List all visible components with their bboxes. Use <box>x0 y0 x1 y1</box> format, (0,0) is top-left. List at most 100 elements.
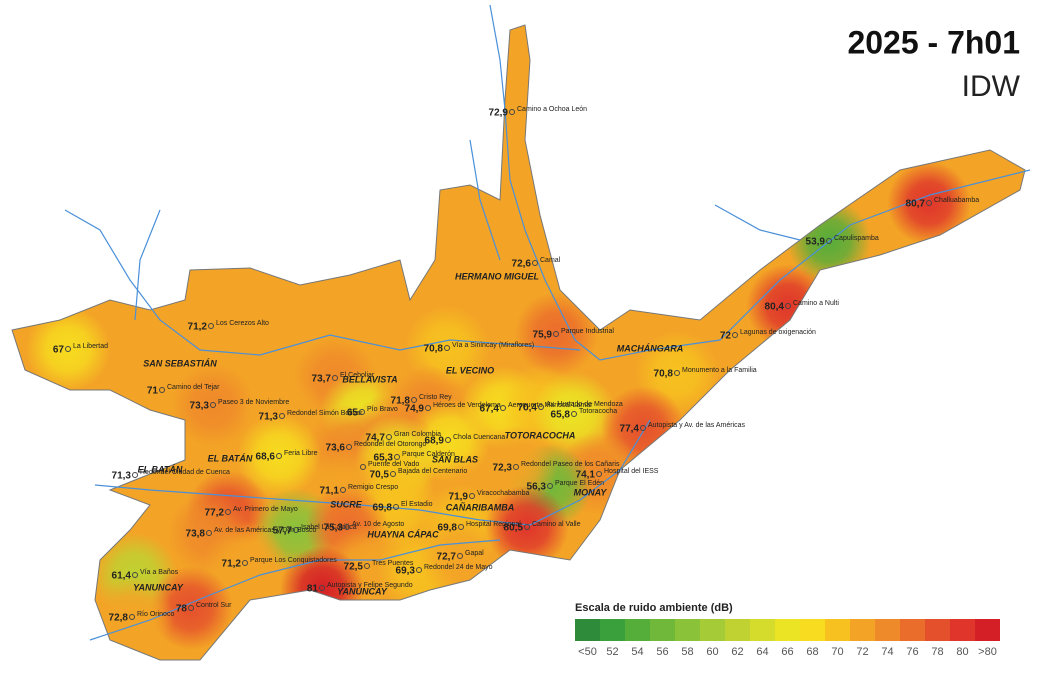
station-name: Totoracocha <box>579 408 617 415</box>
station-value: 77,2 <box>205 508 225 519</box>
station-value: 68,9 <box>425 436 445 447</box>
legend-label: 60 <box>706 646 718 658</box>
station-dot <box>732 332 738 338</box>
station-name: Río Orinoco <box>137 611 174 618</box>
station-value: 72 <box>720 331 732 342</box>
station-name: La Libertad <box>73 343 108 350</box>
station-name: Av. Hurtado de Mendoza <box>546 401 623 408</box>
station-name: Camino a Ochoa León <box>517 106 587 113</box>
station-value: 81 <box>307 584 319 595</box>
station-dot <box>210 402 216 408</box>
station-name: El Ceboliar <box>340 372 375 379</box>
legend-swatch <box>950 619 975 641</box>
station-value: 80,4 <box>765 302 785 313</box>
station-name: Redondel del Otorongo <box>354 441 426 448</box>
station-name: Bajada del Centenario <box>398 468 467 475</box>
legend-swatch <box>575 619 600 641</box>
station-dot <box>332 375 338 381</box>
station-name: Gran Colombia <box>394 431 441 438</box>
parish-name: YANUNCAY <box>337 586 388 596</box>
legend-swatch <box>675 619 700 641</box>
station-dot <box>276 453 282 459</box>
station-name: Challuabamba <box>934 197 979 204</box>
river <box>469 139 501 261</box>
station-dot <box>360 464 366 470</box>
noise-blob <box>514 292 598 376</box>
station-dot <box>457 553 463 559</box>
legend-label: 52 <box>606 646 618 658</box>
station-dot <box>425 405 431 411</box>
station-value: 65,3 <box>374 453 394 464</box>
station-name: El Estadio <box>401 501 433 508</box>
station-value: 68,6 <box>256 452 276 463</box>
station-name: Av. Primero de Mayo <box>233 506 298 513</box>
station-dot <box>208 323 214 329</box>
station-name: Redondel 24 de Mayo <box>424 564 493 571</box>
station-value: 57,7 <box>273 526 293 537</box>
station-dot <box>386 434 392 440</box>
parish-name: SUCRE <box>330 499 363 509</box>
legend-label: <50 <box>578 646 597 658</box>
station-dot <box>159 387 165 393</box>
station-name: Hospital del IESS <box>604 468 659 475</box>
station-value: 74,9 <box>405 404 425 415</box>
station-value: 71,3 <box>112 471 132 482</box>
noise-blob <box>485 485 569 569</box>
subtitle: IDW <box>962 70 1021 103</box>
river <box>714 204 801 241</box>
legend-swatch <box>725 619 750 641</box>
station-dot <box>513 464 519 470</box>
station-name: Camino al Valle <box>532 521 581 528</box>
station-name: Parque Calderón <box>402 451 455 458</box>
station-name: Monumento a la Familia <box>682 367 757 374</box>
station-value: 71,2 <box>222 559 242 570</box>
station-name: Vía a Baños <box>140 569 179 576</box>
station-value: 74,1 <box>576 470 596 481</box>
river <box>94 419 651 526</box>
station-value: 53,9 <box>806 237 826 248</box>
station-value: 71,9 <box>449 492 469 503</box>
station-value: 72,3 <box>493 463 513 474</box>
noise-blob <box>169 284 253 368</box>
parish-name: CAÑARIBAMBA <box>446 502 515 512</box>
station-value: 75,9 <box>533 330 553 341</box>
station-value: 69,8 <box>438 523 458 534</box>
station-value: 56,3 <box>527 482 547 493</box>
legend-label: 78 <box>931 646 943 658</box>
station-dot <box>206 530 212 536</box>
station-name: Pío Bravo <box>367 406 398 413</box>
station-value: 71,3 <box>259 412 279 423</box>
station-value: 69,3 <box>396 566 416 577</box>
parish-name: EL BATÁN <box>208 453 253 463</box>
legend-label: 54 <box>631 646 643 658</box>
station-dot <box>132 572 138 578</box>
rivers <box>64 4 1031 641</box>
station-name: Control Sur <box>196 602 232 609</box>
parish-name: TOTORACOCHA <box>505 430 576 440</box>
station-dot <box>444 345 450 351</box>
station-name: Cristo Rey <box>419 394 452 401</box>
station-name: Feria Libre <box>284 450 318 457</box>
parish-name: SAN BLAS <box>432 454 478 464</box>
station-dot <box>553 331 559 337</box>
legend-swatch <box>925 619 950 641</box>
station-value: 61,4 <box>112 571 132 582</box>
station-dot <box>416 567 422 573</box>
station-value: 69,8 <box>373 503 393 514</box>
station-dot <box>129 614 135 620</box>
station-value: 72,6 <box>512 259 532 270</box>
station-name: Hospital Regional <box>466 521 521 528</box>
legend-label: 56 <box>656 646 668 658</box>
station-value: 71 <box>147 386 159 397</box>
station-dot <box>242 560 248 566</box>
parish-name: EL BATÁN <box>138 464 183 474</box>
parish-name: BELLAVISTA <box>342 374 397 384</box>
labels: 72,9 Camino a Ochoa León 72,6 Camal 71,2 Los … <box>53 106 979 624</box>
station-value: 77,4 <box>620 424 640 435</box>
station-name: Chola Cuencana <box>453 434 505 441</box>
station-value: 72,5 <box>344 562 364 573</box>
station-value: 72,9 <box>489 108 509 119</box>
station-value: 75,3 <box>324 523 344 534</box>
station-dot <box>532 260 538 266</box>
